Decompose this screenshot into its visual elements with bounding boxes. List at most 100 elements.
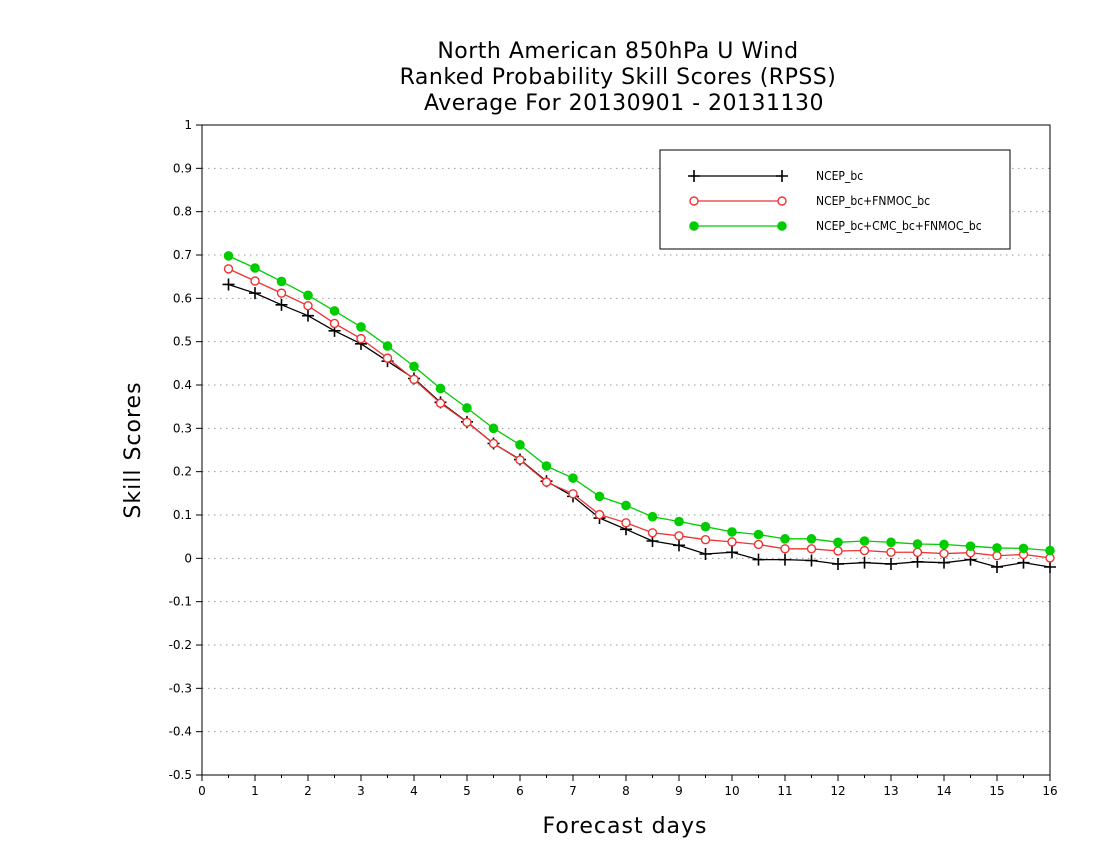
- data-point: [886, 537, 896, 548]
- data-point: [1045, 545, 1055, 556]
- x-tick-label: 8: [622, 784, 630, 798]
- data-point: [805, 554, 818, 567]
- y-axis-title: Skill Scores: [121, 381, 146, 518]
- data-point: [833, 546, 843, 556]
- data-point: [727, 527, 737, 537]
- legend-label: NCEP_bc: [816, 169, 863, 183]
- y-tick-label: 0.2: [173, 465, 192, 479]
- y-tick-label: 1: [184, 118, 192, 132]
- y-tick-label: -0.2: [169, 638, 192, 652]
- x-tick-label: 2: [304, 784, 312, 798]
- y-tick-label: 0.4: [173, 378, 192, 392]
- y-tick-label: 0: [184, 551, 192, 565]
- data-point: [515, 440, 525, 450]
- legend-marker: [689, 221, 699, 231]
- data-point: [488, 438, 499, 449]
- data-point: [991, 561, 1003, 573]
- data-point: [886, 547, 896, 557]
- data-point: [992, 551, 1002, 561]
- data-point: [276, 276, 287, 287]
- series-line: [228, 283, 1051, 568]
- data-point: [356, 333, 366, 344]
- data-point: [938, 556, 950, 569]
- y-tick-label: 0.8: [173, 205, 192, 219]
- data-point: [275, 298, 288, 311]
- grid-lines: [202, 167, 1050, 733]
- y-tick-label: 0.1: [173, 508, 192, 522]
- data-point: [329, 318, 340, 329]
- data-point: [859, 536, 870, 546]
- data-point: [699, 548, 712, 560]
- y-tick-label: 0.7: [173, 248, 192, 262]
- x-tick-label: 7: [569, 784, 577, 798]
- data-point: [833, 537, 843, 548]
- legend-marker: [777, 196, 787, 206]
- legend-item: NCEP_bc+CMC_bc+FNMOC_bc: [689, 219, 982, 233]
- x-tick-label: 3: [357, 784, 365, 798]
- data-point: [1044, 561, 1056, 573]
- data-point: [912, 539, 923, 549]
- data-point: [885, 557, 897, 570]
- x-axis-ticks: 0 1 2 3 4 5 6 7 8 9 10 11 12 13 14 15 16: [198, 775, 1058, 798]
- y-tick-label: 0.3: [173, 421, 192, 435]
- data-point: [303, 301, 313, 311]
- data-point: [859, 545, 870, 556]
- series-line: [228, 268, 1051, 559]
- data-point: [541, 477, 552, 487]
- y-tick-label: -0.1: [169, 595, 192, 609]
- x-tick-label: 1: [251, 784, 259, 798]
- legend-label: NCEP_bc+CMC_bc+FNMOC_bc: [816, 219, 982, 233]
- data-point: [594, 491, 605, 502]
- x-axis-title: Forecast days: [542, 814, 707, 839]
- series-line: [228, 255, 1051, 552]
- data-point: [435, 383, 446, 394]
- data-point: [594, 509, 605, 520]
- x-tick-label: 12: [830, 784, 845, 798]
- series-2: [223, 251, 1055, 556]
- legend-marker: [777, 221, 787, 231]
- x-tick-label: 5: [463, 784, 471, 798]
- data-point: [1018, 543, 1029, 554]
- y-tick-label: -0.3: [169, 681, 192, 695]
- x-tick-label: 0: [198, 784, 206, 798]
- data-point: [541, 461, 552, 471]
- data-point: [382, 341, 393, 351]
- data-point: [939, 539, 949, 550]
- data-point: [832, 557, 844, 570]
- title-line-3: Average For 20130901 - 20131130: [424, 91, 824, 116]
- legend-item: NCEP_bc+FNMOC_bc: [689, 194, 930, 208]
- y-tick-label: -0.4: [169, 725, 192, 739]
- legend-marker: [689, 196, 699, 206]
- y-tick-label: 0.5: [173, 335, 192, 349]
- data-point: [329, 306, 340, 316]
- x-tick-label: 15: [989, 784, 1004, 798]
- data-point: [673, 539, 685, 552]
- data-point: [780, 544, 790, 554]
- data-point: [647, 528, 658, 538]
- series-0: [222, 278, 1056, 573]
- data-point: [515, 455, 525, 465]
- legend-label: NCEP_bc+FNMOC_bc: [816, 194, 930, 208]
- data-point: [912, 547, 923, 557]
- data-point: [356, 322, 366, 332]
- x-tick-label: 16: [1042, 784, 1057, 798]
- data-point: [726, 546, 738, 559]
- x-tick-label: 10: [724, 784, 739, 798]
- data-point: [568, 489, 578, 499]
- legend: NCEP_bc NCEP_bc+FNMOC_bc NCEP_bc+CMC_bc+FN…: [659, 149, 1011, 250]
- data-point: [752, 553, 765, 566]
- y-tick-label: 0.9: [173, 161, 192, 175]
- data-point: [223, 251, 234, 261]
- chart-title: North American 850hPa U Wind Ranked Prob…: [400, 39, 836, 116]
- title-line-1: North American 850hPa U Wind: [437, 39, 798, 64]
- data-point: [753, 529, 764, 540]
- data-point: [858, 556, 871, 569]
- data-point: [674, 531, 684, 541]
- data-point: [779, 553, 791, 566]
- data-point: [462, 417, 472, 427]
- y-tick-label: -0.5: [169, 768, 192, 782]
- x-tick-label: 13: [883, 784, 898, 798]
- data-point: [727, 537, 737, 547]
